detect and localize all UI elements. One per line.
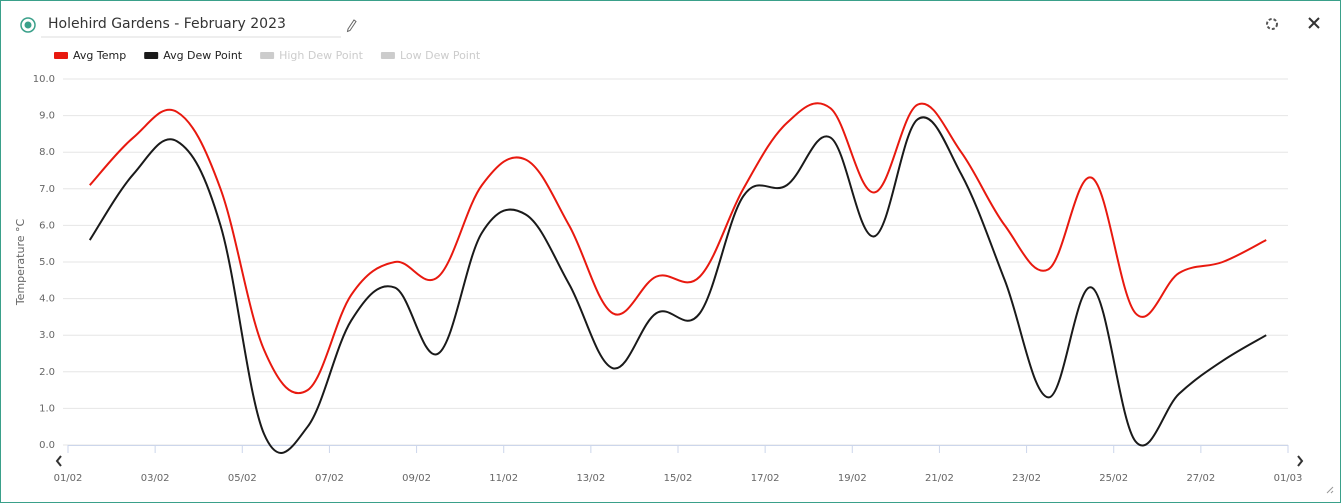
x-tick-label: 01/02 xyxy=(54,473,83,484)
widget-title: Holehird Gardens - February 2023 xyxy=(48,16,286,32)
legend-item[interactable]: High Dew Point xyxy=(279,49,364,62)
series-line xyxy=(89,102,1267,395)
x-tick-label: 17/02 xyxy=(751,473,780,484)
next-arrow[interactable] xyxy=(1297,455,1304,467)
status-icon[interactable] xyxy=(20,17,36,33)
x-tick-label: 21/02 xyxy=(925,473,954,484)
prev-arrow[interactable] xyxy=(55,455,62,467)
edit-icon[interactable] xyxy=(346,19,357,33)
legend-swatch xyxy=(54,52,68,59)
x-tick-label: 27/02 xyxy=(1186,473,1215,484)
close-icon[interactable] xyxy=(1308,17,1320,29)
legend-item[interactable]: Avg Temp xyxy=(73,49,126,62)
status-dot xyxy=(24,21,32,29)
series-line xyxy=(88,116,1267,454)
y-tick-label: 0.0 xyxy=(39,440,55,451)
x-tick-label: 15/02 xyxy=(664,473,693,484)
legend-swatch xyxy=(144,52,159,59)
legend-item[interactable]: Low Dew Point xyxy=(400,49,481,62)
x-tick-label: 03/02 xyxy=(141,473,170,484)
legend-swatch xyxy=(380,52,395,59)
x-tick-label: 13/02 xyxy=(576,473,605,484)
y-tick-label: 5.0 xyxy=(39,257,55,268)
y-tick-label: 6.0 xyxy=(39,220,55,231)
x-tick-label: 05/02 xyxy=(228,473,257,484)
settings-icon[interactable] xyxy=(1266,18,1278,30)
x-tick-label: 01/03 xyxy=(1274,473,1303,484)
y-tick-label: 9.0 xyxy=(39,111,55,122)
y-tick-label: 8.0 xyxy=(39,147,55,158)
legend-item[interactable]: Avg Dew Point xyxy=(163,49,243,62)
y-tick-label: 10.0 xyxy=(33,74,55,85)
x-tick-label: 09/02 xyxy=(402,473,431,484)
y-tick-label: 4.0 xyxy=(39,294,55,305)
x-tick-label: 11/02 xyxy=(489,473,518,484)
y-tick-label: 1.0 xyxy=(39,403,55,414)
x-tick-label: 23/02 xyxy=(1012,473,1041,484)
x-tick-label: 19/02 xyxy=(838,473,867,484)
y-axis-label: Temperature °C xyxy=(14,219,27,307)
legend-swatch xyxy=(260,52,275,59)
y-tick-label: 3.0 xyxy=(39,330,55,341)
x-tick-label: 25/02 xyxy=(1099,473,1128,484)
y-tick-label: 7.0 xyxy=(39,184,55,195)
y-tick-label: 2.0 xyxy=(39,367,55,378)
x-tick-label: 07/02 xyxy=(315,473,344,484)
resize-handle xyxy=(1326,486,1334,494)
